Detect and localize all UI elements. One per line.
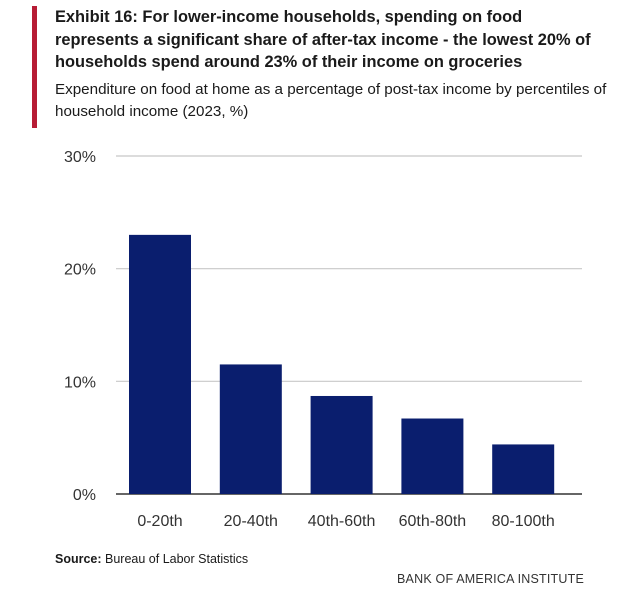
y-tick-label: 20%	[64, 262, 96, 279]
bar	[492, 444, 555, 494]
bar-chart: 0% 10% 20% 30% 0-20th 20-40th 40th-60th 60th-8…	[64, 149, 582, 530]
y-axis-ticks: 0% 10% 20% 30%	[64, 149, 96, 504]
y-tick-label: 10%	[64, 374, 96, 391]
bar	[401, 418, 464, 494]
x-tick-label: 0-20th	[137, 513, 182, 530]
y-tick-label: 0%	[73, 487, 96, 504]
brand-logo-text: BANK OF AMERICA INSTITUTE	[397, 572, 584, 586]
bar	[310, 395, 373, 494]
title-accent-bar	[32, 6, 37, 128]
source-note: Source: Bureau of Labor Statistics	[55, 552, 248, 566]
source-label: Source:	[55, 552, 102, 566]
x-tick-label: 40th-60th	[308, 513, 376, 530]
bars	[129, 234, 555, 494]
x-tick-label: 60th-80th	[399, 513, 467, 530]
chart-subtitle: Expenditure on food at home as a percent…	[55, 81, 607, 120]
x-tick-label: 20-40th	[224, 513, 278, 530]
x-tick-label: 80-100th	[492, 513, 555, 530]
x-axis-ticks: 0-20th 20-40th 40th-60th 60th-80th 80-100th	[137, 513, 554, 530]
bar	[219, 364, 282, 494]
source-text: Bureau of Labor Statistics	[101, 552, 249, 566]
chart-title: Exhibit 16: For lower-income households,…	[55, 8, 591, 71]
y-tick-label: 30%	[64, 149, 96, 166]
bar	[129, 234, 191, 494]
